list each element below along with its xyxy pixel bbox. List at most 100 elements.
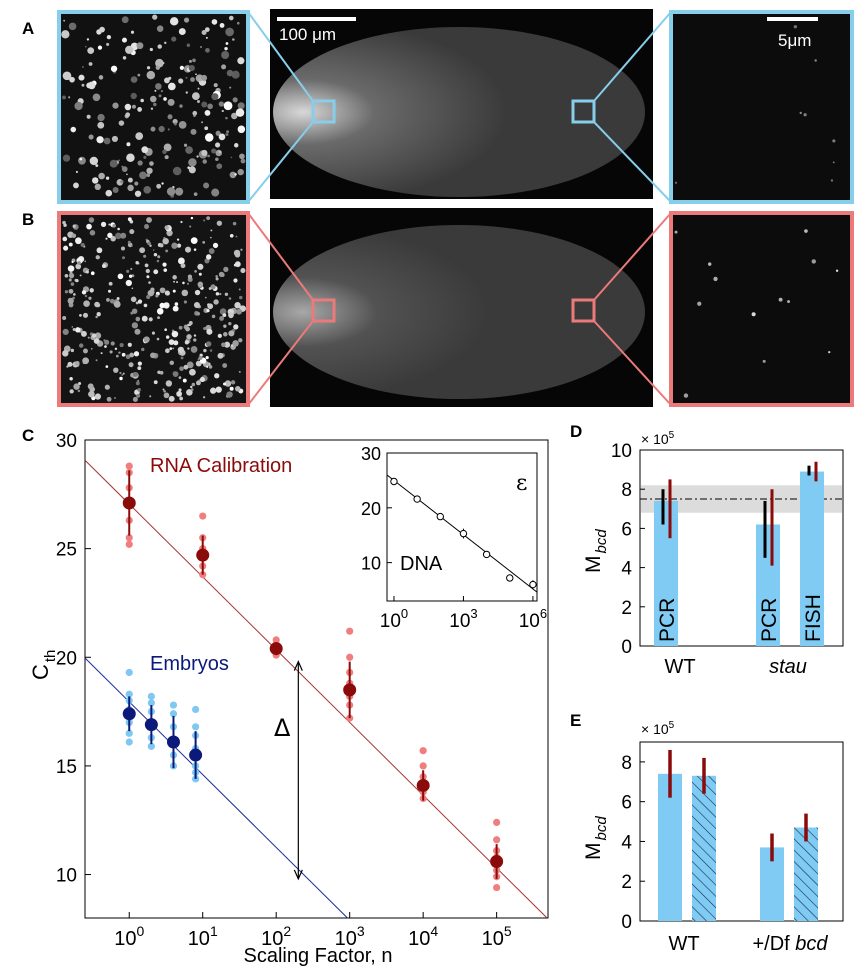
- inset-point: [506, 574, 514, 582]
- punctum: [75, 327, 81, 333]
- punctum: [218, 101, 224, 107]
- punctum: [149, 244, 152, 248]
- punctum: [206, 309, 210, 313]
- x-tick-label: 101: [188, 923, 218, 950]
- punctum: [215, 157, 219, 162]
- punctum: [697, 301, 702, 306]
- punctum: [233, 143, 239, 148]
- punctum: [96, 303, 101, 308]
- punctum: [68, 288, 74, 294]
- punctum: [219, 308, 227, 315]
- punctum: [828, 350, 831, 354]
- punctum: [146, 217, 152, 223]
- punctum: [152, 14, 158, 20]
- panel-d-category-wt: WT: [664, 656, 695, 678]
- punctum: [207, 303, 214, 310]
- punctum: [751, 312, 756, 317]
- punctum: [192, 58, 196, 63]
- punctum: [91, 333, 97, 338]
- punctum: [234, 173, 237, 176]
- punctum: [144, 224, 150, 230]
- punctum: [179, 104, 183, 108]
- punctum: [129, 352, 135, 358]
- punctum: [111, 135, 118, 142]
- punctum: [178, 388, 182, 392]
- punctum: [127, 240, 131, 244]
- punctum: [115, 232, 122, 240]
- punctum: [203, 348, 207, 353]
- zoom-line: [593, 212, 672, 301]
- punctum: [190, 346, 198, 353]
- punctum: [99, 26, 105, 33]
- punctum: [134, 181, 139, 186]
- punctum: [195, 73, 197, 76]
- punctum: [86, 114, 91, 119]
- panel-d-multiplier: × 105: [641, 430, 675, 447]
- punctum: [146, 294, 151, 300]
- punctum: [159, 243, 164, 248]
- punctum: [186, 361, 194, 369]
- replicate-point: [125, 738, 133, 746]
- punctum: [225, 133, 229, 136]
- punctum: [95, 255, 100, 260]
- punctum: [73, 383, 80, 390]
- punctum: [215, 386, 222, 393]
- punctum: [203, 182, 210, 189]
- punctum: [89, 156, 99, 166]
- punctum: [226, 130, 230, 134]
- punctum: [185, 91, 188, 94]
- punctum: [212, 242, 219, 249]
- punctum: [177, 346, 184, 354]
- punctum: [119, 343, 124, 348]
- punctum: [186, 334, 192, 340]
- punctum: [197, 281, 204, 288]
- punctum: [184, 340, 189, 345]
- punctum: [228, 312, 234, 318]
- punctum: [98, 75, 104, 80]
- panel-c-x-label: Scaling Factor, n: [244, 945, 393, 966]
- punctum: [172, 289, 176, 293]
- zoom-line: [593, 11, 672, 102]
- punctum: [104, 339, 110, 345]
- y-tick-label: 6: [621, 519, 632, 540]
- punctum: [171, 330, 179, 338]
- inset-corner-label: ε: [516, 471, 527, 496]
- punctum: [163, 236, 166, 240]
- punctum: [190, 237, 198, 244]
- replicate-point: [147, 742, 155, 750]
- punctum: [222, 363, 228, 368]
- punctum: [71, 233, 77, 238]
- inset-b-left-puncta: [62, 216, 246, 402]
- punctum: [130, 76, 138, 83]
- punctum: [239, 153, 245, 160]
- punctum: [95, 359, 98, 362]
- replicate-point: [419, 762, 427, 770]
- scale-bar-inset: [767, 17, 818, 21]
- punctum: [95, 315, 98, 319]
- fit-line: [84, 459, 548, 919]
- mean-point: [122, 496, 136, 510]
- punctum: [127, 342, 132, 347]
- punctum: [189, 368, 196, 376]
- bar: [654, 500, 678, 646]
- punctum: [122, 256, 126, 260]
- punctum: [62, 328, 69, 336]
- inset-a-left: [57, 10, 250, 204]
- punctum: [162, 149, 167, 155]
- punctum: [82, 357, 90, 365]
- punctum: [189, 225, 192, 228]
- punctum: [162, 388, 165, 391]
- punctum: [222, 313, 227, 318]
- punctum: [238, 288, 241, 291]
- punctum: [219, 292, 222, 296]
- punctum: [215, 149, 223, 157]
- bar: [800, 471, 824, 646]
- punctum: [130, 267, 133, 270]
- punctum: [151, 290, 155, 294]
- punctum: [211, 19, 218, 25]
- delta-label: Δ: [274, 714, 291, 742]
- scale-bar-inset-label: 5μm: [778, 31, 811, 50]
- punctum: [223, 332, 228, 337]
- punctum: [126, 153, 135, 163]
- punctum: [62, 350, 69, 357]
